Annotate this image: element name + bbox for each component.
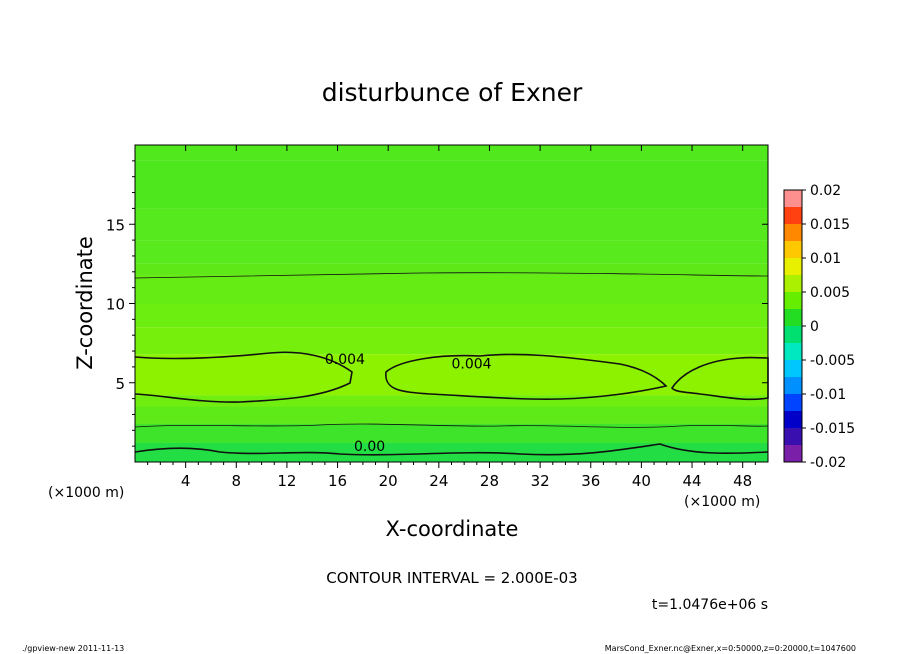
field-band-10	[135, 406, 768, 424]
contour-label-2: 0.00	[354, 439, 385, 455]
colorbar: 0.02 0.015 0.01 0.005 0 -0.005 -0.01 -0.015 -0.0…	[783, 183, 855, 471]
colorbar-tick-label: -0.02	[810, 455, 846, 471]
contour-label-0: 0.004	[325, 352, 365, 368]
contour-line-lower	[134, 423, 769, 428]
contour-interval-text: CONTOUR INTERVAL = 2.000E-03	[326, 569, 577, 587]
contour-line-0.004-top	[134, 351, 353, 403]
colorbar-tick-label: 0.005	[810, 285, 850, 301]
field-band-3	[135, 240, 768, 264]
colorbar-tick-label: 0.015	[810, 217, 850, 233]
field-band-6	[135, 303, 768, 328]
x-unit-label-left: (×1000 m)	[48, 485, 124, 501]
y-axis-label: Z-coordinate	[73, 236, 97, 370]
x-tick-label: 4	[181, 472, 191, 490]
time-text: t=1.0476e+06 s	[652, 597, 768, 613]
contour-line-0.004-mid	[385, 353, 668, 400]
colorbar-band-2	[784, 411, 802, 428]
colorbar-band-6	[784, 343, 802, 360]
colorbar-tick-label: -0.01	[810, 387, 846, 403]
field-band-1	[135, 160, 768, 209]
contour-line-0.00	[134, 443, 769, 456]
contour-label-1: 0.004	[452, 357, 492, 373]
colorbar-band-10	[784, 275, 802, 292]
colorbar-band-8	[784, 309, 802, 326]
colorbar-band-11	[784, 258, 802, 275]
colorbar-band-5	[784, 360, 802, 377]
y-tick-label: 15	[106, 216, 125, 234]
field-band-2	[135, 208, 768, 241]
field-band-7	[135, 327, 768, 355]
y-tick-label: 10	[106, 296, 125, 314]
colorbar-band-7	[784, 326, 802, 343]
y-tick-label: 5	[115, 375, 125, 393]
x-tick-label: 40	[632, 472, 651, 490]
x-tick-label: 32	[531, 472, 550, 490]
footer-right: MarsCond_Exner.nc@Exner,x=0:50000,z=0:20…	[605, 644, 856, 653]
colorbar-band-13	[784, 224, 802, 241]
colorbar-band-4	[784, 377, 802, 394]
field-band-8	[135, 354, 768, 396]
field-band-11	[135, 423, 768, 443]
colorbar-band-12	[784, 241, 802, 258]
colorbar-band-1	[784, 428, 802, 445]
field-band-5	[135, 274, 768, 304]
x-axis: 4 8 12 16 20 24 28 32 36 40 44 48	[147, 145, 756, 490]
plot-area: 0.004 0.004 0.00	[134, 144, 769, 463]
colorbar-band-14	[784, 207, 802, 224]
x-unit-label-right: (×1000 m)	[684, 494, 760, 510]
colorbar-tick-label: 0.01	[810, 251, 841, 267]
colorbar-band-15	[784, 190, 802, 207]
footer-left: ./gpview-new 2011-11-13	[22, 644, 124, 653]
colorbar-tick-label: -0.015	[810, 421, 855, 437]
field-band-0	[135, 145, 768, 161]
x-tick-label: 48	[733, 472, 752, 490]
x-axis-label: X-coordinate	[386, 517, 519, 541]
colorbar-tick-label: -0.005	[810, 353, 855, 369]
colorbar-band-0	[784, 445, 802, 462]
y-axis: 5 10 15	[106, 160, 768, 447]
x-tick-label: 8	[232, 472, 242, 490]
field-band-4	[135, 263, 768, 275]
x-tick-label: 20	[379, 472, 398, 490]
x-tick-label: 36	[581, 472, 600, 490]
x-tick-label: 12	[277, 472, 296, 490]
x-tick-label: 24	[429, 472, 448, 490]
colorbar-band-9	[784, 292, 802, 309]
x-tick-label: 16	[328, 472, 347, 490]
x-tick-label: 44	[682, 472, 701, 490]
field-band-9	[135, 395, 768, 407]
x-tick-label: 28	[480, 472, 499, 490]
colorbar-tick-label: 0.02	[810, 183, 841, 199]
chart-title: disturbunce of Exner	[322, 78, 583, 107]
colorbar-tick-label: 0	[810, 319, 819, 335]
colorbar-band-3	[784, 394, 802, 411]
